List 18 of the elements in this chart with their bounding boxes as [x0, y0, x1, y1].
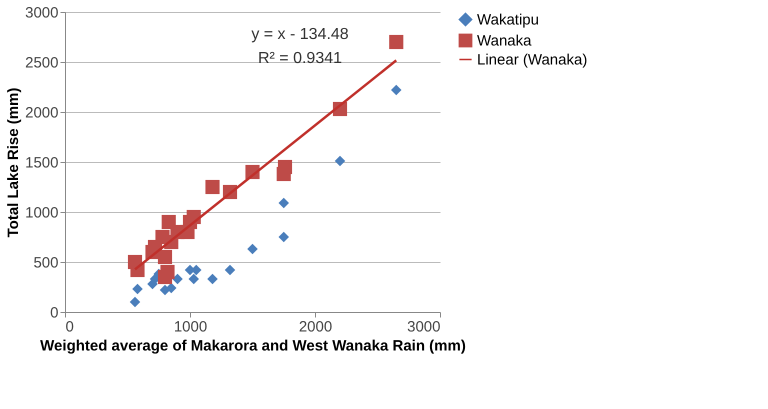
annotation: R² = 0.9341 [258, 50, 342, 67]
x-axis-title: Weighted average of Makarora and West Wanaka Rain (mm) [40, 338, 466, 354]
x-tick-label: 0 [66, 318, 74, 336]
annotation: y = x - 134.48 [251, 26, 349, 43]
y-tick-label: 2000 [25, 104, 58, 122]
y-tick-label: 2500 [25, 54, 58, 72]
x-tick-label: 3000 [407, 318, 440, 336]
y-tick-label: 1000 [25, 204, 58, 222]
legend-label: Wakatipu [477, 12, 539, 28]
y-tick-label: 1500 [25, 154, 58, 172]
legend-label: Linear (Wanaka) [477, 52, 588, 68]
y-tick-label: 500 [33, 254, 58, 272]
legend-label: Wanaka [477, 32, 532, 50]
x-tick-label: 1000 [174, 318, 208, 336]
y-tick-label: 0 [50, 304, 58, 322]
x-tick-label: 2000 [298, 318, 332, 336]
y-tick-label: 3000 [25, 4, 58, 22]
y-axis-title: Total Lake Rise (mm) [5, 88, 22, 238]
